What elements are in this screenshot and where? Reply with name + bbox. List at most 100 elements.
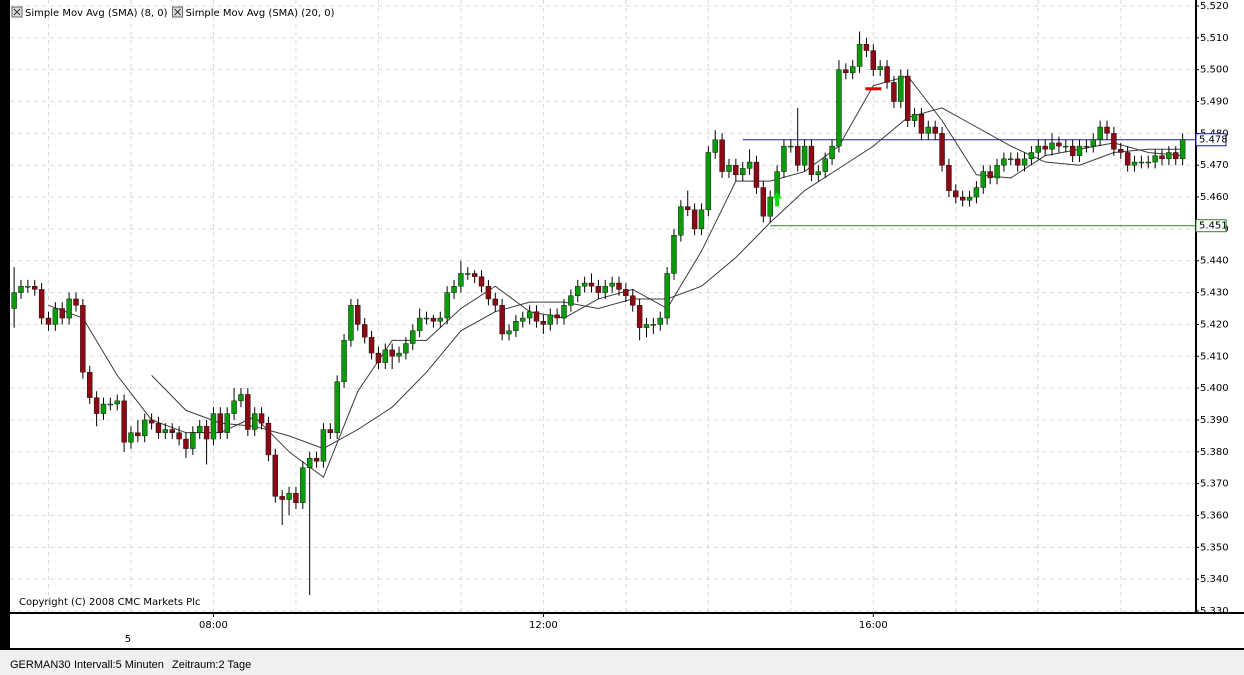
candle-body — [375, 352, 382, 363]
candle-body — [616, 282, 622, 290]
candle-body — [93, 397, 100, 414]
x-axis-area — [10, 614, 1244, 648]
y-tick-label: 5.490 — [1200, 97, 1229, 108]
candle-body — [1097, 126, 1103, 140]
candle-body — [224, 413, 230, 433]
candle-body — [1042, 145, 1048, 150]
y-tick-label: 5.360 — [1200, 510, 1229, 521]
candle-body — [444, 292, 450, 319]
candle-body — [410, 330, 416, 344]
y-tick-label: 5.380 — [1200, 447, 1229, 458]
candle-body — [1138, 161, 1145, 164]
candle-body — [698, 209, 705, 230]
candle-body — [547, 314, 553, 325]
candle-body — [849, 66, 856, 74]
candle-body — [18, 286, 24, 293]
candle-body — [808, 145, 815, 175]
candle-body — [437, 317, 443, 322]
candle-body — [568, 295, 574, 306]
candle-body — [11, 292, 17, 309]
candle-body — [286, 492, 292, 500]
buy-signal — [772, 192, 783, 207]
candle-body — [361, 324, 368, 338]
candle-body — [52, 308, 59, 325]
candle-body — [870, 50, 877, 70]
date-label: 5 — [125, 634, 131, 645]
candle-body — [183, 438, 189, 449]
candle-body — [1104, 126, 1110, 134]
candle-body — [781, 145, 787, 172]
candle-body — [877, 66, 883, 70]
candle-body — [733, 165, 739, 175]
candle-body — [100, 403, 107, 414]
candle-body — [1090, 139, 1096, 147]
candle-body — [609, 282, 615, 287]
candle-body — [829, 145, 835, 160]
legend-x — [13, 8, 21, 16]
candle-body — [1069, 145, 1076, 156]
candle-body — [513, 321, 519, 331]
candle-body — [1021, 158, 1028, 166]
plot-area — [10, 0, 1195, 612]
candle-body — [939, 133, 945, 166]
candle-body — [485, 286, 492, 300]
candle-body — [300, 467, 306, 503]
candle-body — [575, 286, 581, 296]
candle-body — [272, 454, 279, 497]
candle-body — [334, 381, 340, 433]
candle-body — [719, 139, 725, 172]
y-tick-label: 5.440 — [1200, 256, 1229, 267]
candle-body — [623, 289, 629, 296]
footer: GERMAN30 Intervall:5 Minuten Zeitraum:2 … — [0, 650, 1244, 675]
candle-body — [203, 426, 210, 440]
candle-body — [760, 187, 767, 217]
candle-body — [80, 305, 86, 373]
y-tick-label: 5.420 — [1200, 319, 1229, 330]
candle-body — [678, 206, 684, 236]
candle-body — [953, 190, 959, 198]
candle-body — [726, 165, 732, 172]
candle-body — [1145, 161, 1151, 164]
candle-body — [691, 209, 698, 230]
candle-body — [959, 196, 966, 201]
copyright: Copyright (C) 2008 CMC Markets Plc — [19, 597, 200, 608]
candle-body — [458, 273, 464, 287]
candle-body — [416, 317, 423, 331]
chart: 5.330 5.340 5.350 5.360 5.370 5.380 5.390 5.400… — [0, 0, 1244, 650]
candle-body — [643, 324, 650, 328]
x-tick-label: 08:00 — [199, 620, 228, 631]
candle-body — [279, 496, 285, 500]
candle-body — [32, 286, 38, 290]
candle-body — [217, 413, 224, 433]
candle-body — [1035, 145, 1041, 153]
candle-body — [1152, 155, 1158, 163]
candle-body — [863, 44, 870, 51]
candle-body — [595, 286, 602, 293]
x-tick-label: 16:00 — [859, 620, 888, 631]
candle-body — [492, 298, 498, 306]
y-tick-label: 5.500 — [1200, 65, 1229, 76]
candle-body — [155, 422, 162, 433]
level-label: 5.478 — [1199, 135, 1228, 146]
candle-body — [843, 69, 849, 74]
candle-body — [705, 152, 712, 210]
legend-item: Simple Mov Avg (SMA) (20, 0) — [172, 6, 335, 19]
candle-body — [423, 317, 430, 320]
candle-body — [1083, 145, 1090, 148]
candle-body — [801, 145, 808, 166]
candle-body — [712, 139, 718, 153]
candle-body — [25, 286, 31, 288]
candle-body — [382, 349, 388, 363]
candle-body — [265, 422, 272, 456]
candle-body — [946, 165, 952, 191]
candle-body — [107, 403, 114, 406]
y-tick-label: 5.430 — [1200, 288, 1229, 299]
y-tick-label: 5.520 — [1200, 1, 1229, 12]
candle-body — [671, 235, 677, 274]
candle-body — [767, 196, 773, 217]
y-tick-label: 5.340 — [1200, 574, 1229, 585]
candle-body — [169, 429, 175, 433]
candle-body — [520, 317, 526, 322]
symbol: GERMAN30 — [10, 659, 71, 671]
